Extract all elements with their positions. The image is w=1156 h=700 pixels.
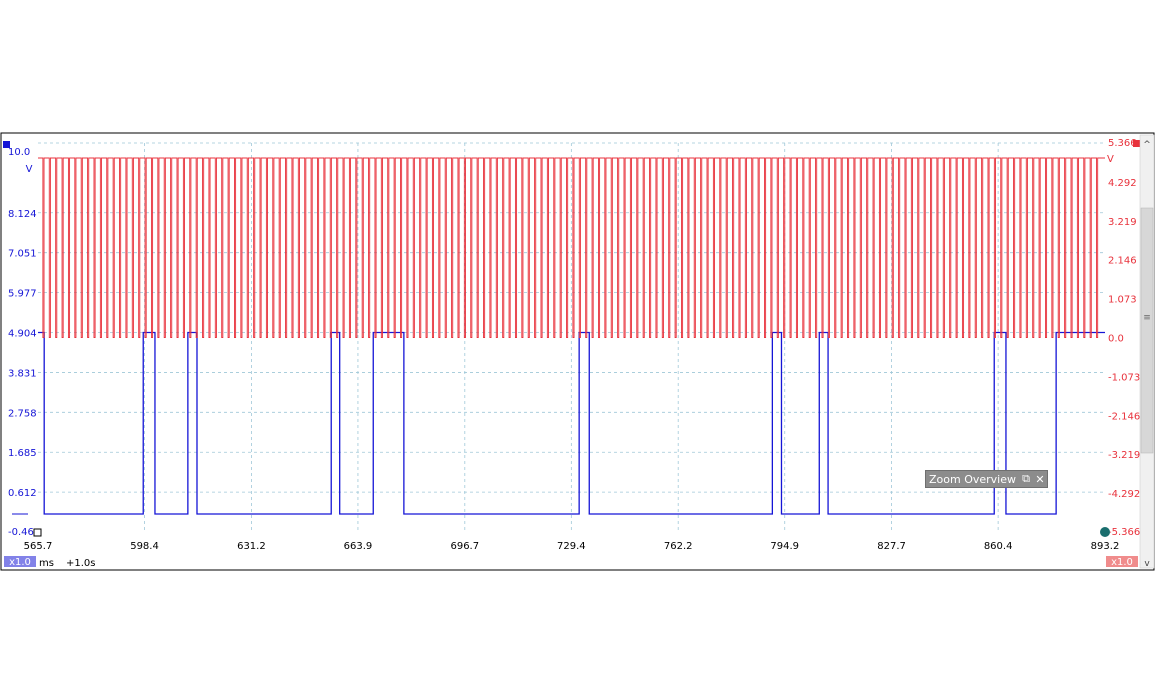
left-tick-label: 5.977 [8, 289, 37, 300]
vertical-scrollbar[interactable]: ^ ≡ v [1139, 134, 1155, 569]
ruler-handle[interactable] [1100, 527, 1110, 537]
time-axis: 565.7 598.4 631.2 663.9 696.7 729.4 762.2 794.9… [24, 541, 1120, 552]
left-tick-label: 7.051 [8, 249, 37, 260]
left-tick-label: -0.46 [8, 527, 34, 538]
zoom-overview-panel[interactable]: Zoom Overview ⧉ ✕ [925, 470, 1048, 488]
channel-b-scale-label: x1.0 [1111, 557, 1133, 568]
time-tick-label: 565.7 [24, 541, 53, 552]
right-tick-label: -5.366 [1108, 527, 1140, 538]
channel-a-marker[interactable] [3, 141, 10, 148]
time-tick-label: 598.4 [130, 541, 159, 552]
time-tick-label: 663.9 [344, 541, 373, 552]
right-tick-label: 4.292 [1108, 178, 1137, 189]
zoom-overview-title: Zoom Overview [929, 472, 1016, 486]
channel-a-scale-label: x1.0 [9, 557, 31, 568]
channel-b-waveform [38, 157, 1105, 338]
scrollbar-thumb[interactable] [1140, 207, 1154, 454]
right-tick-label: -1.073 [1108, 372, 1140, 383]
left-axis: 10.0 8.124 7.051 5.977 4.904 3.831 2.758 1.685 0… [8, 147, 37, 538]
left-tick-label: 1.685 [8, 448, 37, 459]
scroll-down-icon[interactable]: v [1144, 559, 1150, 569]
right-tick-label: -4.292 [1108, 489, 1140, 500]
channel-a-waveform [38, 331, 1105, 515]
time-tick-label: 794.9 [770, 541, 799, 552]
scroll-up-icon[interactable]: ^ [1143, 140, 1151, 150]
time-tick-label: 696.7 [450, 541, 479, 552]
time-tick-label: 631.2 [237, 541, 266, 552]
left-tick-label: 0.612 [8, 488, 37, 499]
time-tick-label: 729.4 [557, 541, 586, 552]
restore-icon[interactable]: ⧉ [1022, 472, 1030, 485]
time-tick-label: 762.2 [664, 541, 693, 552]
scope-frame [0, 132, 1155, 571]
left-axis-unit: V [26, 164, 33, 175]
left-tick-label: 3.831 [8, 368, 37, 379]
left-tick-label: 8.124 [8, 209, 37, 220]
channel-b-scale-badge[interactable] [1106, 556, 1138, 567]
channel-b-marker[interactable] [1133, 140, 1140, 147]
left-tick-label: 10.0 [8, 147, 30, 158]
left-tick-label: 4.904 [8, 329, 37, 340]
right-tick-label: -2.146 [1108, 411, 1140, 422]
right-tick-label: 5.366 [1108, 138, 1137, 149]
right-tick-label: 1.073 [1108, 295, 1137, 306]
close-icon[interactable]: ✕ [1035, 472, 1045, 486]
channel-a-trace [38, 331, 1105, 515]
channel-a-scale-badge[interactable] [4, 556, 36, 567]
scrollbar-grip-icon: ≡ [1143, 313, 1151, 323]
time-unit-label: ms [39, 558, 54, 569]
right-tick-label: -3.219 [1108, 450, 1140, 461]
time-tick-label: 860.4 [984, 541, 1013, 552]
right-tick-label: 0.0 [1108, 334, 1124, 345]
trigger-marker[interactable] [33, 528, 42, 537]
time-offset-label: +1.0s [66, 558, 96, 569]
time-tick-label: 827.7 [877, 541, 906, 552]
right-axis: 5.366 4.292 3.219 2.146 1.073 0.0 -1.073 -2.146… [1108, 138, 1140, 538]
right-tick-label: 2.146 [1108, 256, 1137, 267]
right-tick-label: 3.219 [1108, 217, 1137, 228]
channel-b-trace [38, 157, 1105, 338]
left-tick-label: 2.758 [8, 408, 37, 419]
time-tick-label: 893.2 [1091, 541, 1120, 552]
right-axis-unit: V [1107, 154, 1114, 165]
